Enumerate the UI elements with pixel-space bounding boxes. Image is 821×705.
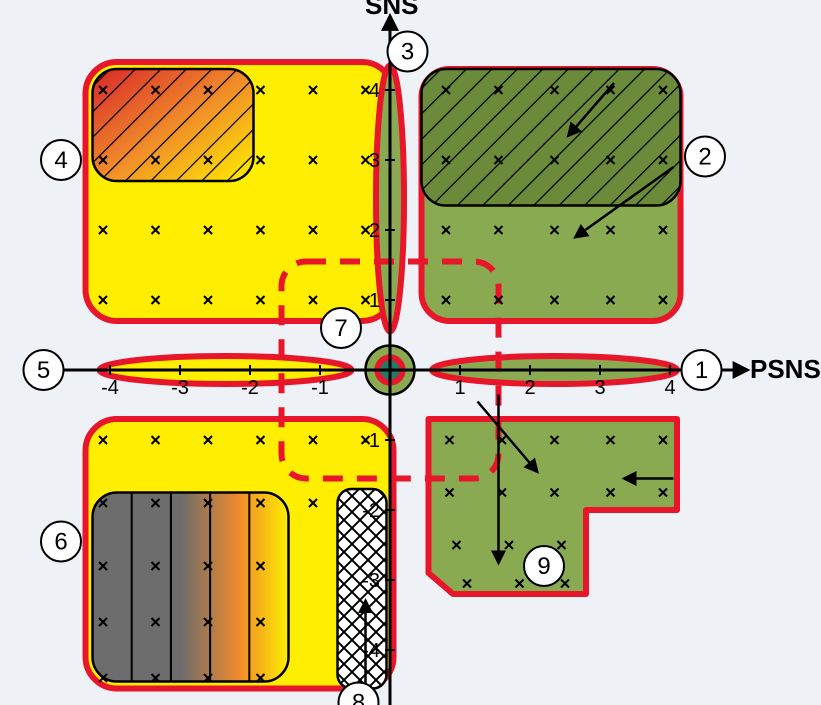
svg-text:2: 2 xyxy=(524,377,535,399)
diagram-svg: -4-4-3-3-2-2-1-111223344PSNSSNS123456789 xyxy=(0,0,821,705)
region-label-9: 9 xyxy=(537,553,550,580)
region-label-1: 1 xyxy=(695,357,708,384)
region-label-5: 5 xyxy=(37,357,50,384)
svg-text:1: 1 xyxy=(369,290,380,312)
region-label-8: 8 xyxy=(352,690,365,705)
svg-text:-1: -1 xyxy=(362,430,380,452)
svg-text:4: 4 xyxy=(369,80,380,102)
svg-text:2: 2 xyxy=(369,220,380,242)
svg-text:3: 3 xyxy=(369,150,380,172)
svg-text:-4: -4 xyxy=(101,377,119,399)
svg-text:4: 4 xyxy=(664,377,675,399)
region-label-2: 2 xyxy=(698,144,711,171)
svg-text:-3: -3 xyxy=(362,570,380,592)
svg-text:-2: -2 xyxy=(362,500,380,522)
region-label-4: 4 xyxy=(54,147,67,174)
region-label-7: 7 xyxy=(334,315,347,342)
svg-text:PSNS: PSNS xyxy=(750,354,821,384)
diagram-canvas: -4-4-3-3-2-2-1-111223344PSNSSNS123456789 xyxy=(0,0,821,705)
region-label-6: 6 xyxy=(54,529,67,556)
svg-text:1: 1 xyxy=(454,377,465,399)
svg-text:-3: -3 xyxy=(171,377,189,399)
svg-text:-1: -1 xyxy=(311,377,329,399)
region-label-3: 3 xyxy=(401,39,414,66)
svg-text:-2: -2 xyxy=(241,377,259,399)
svg-text:SNS: SNS xyxy=(365,0,418,20)
svg-text:3: 3 xyxy=(594,377,605,399)
